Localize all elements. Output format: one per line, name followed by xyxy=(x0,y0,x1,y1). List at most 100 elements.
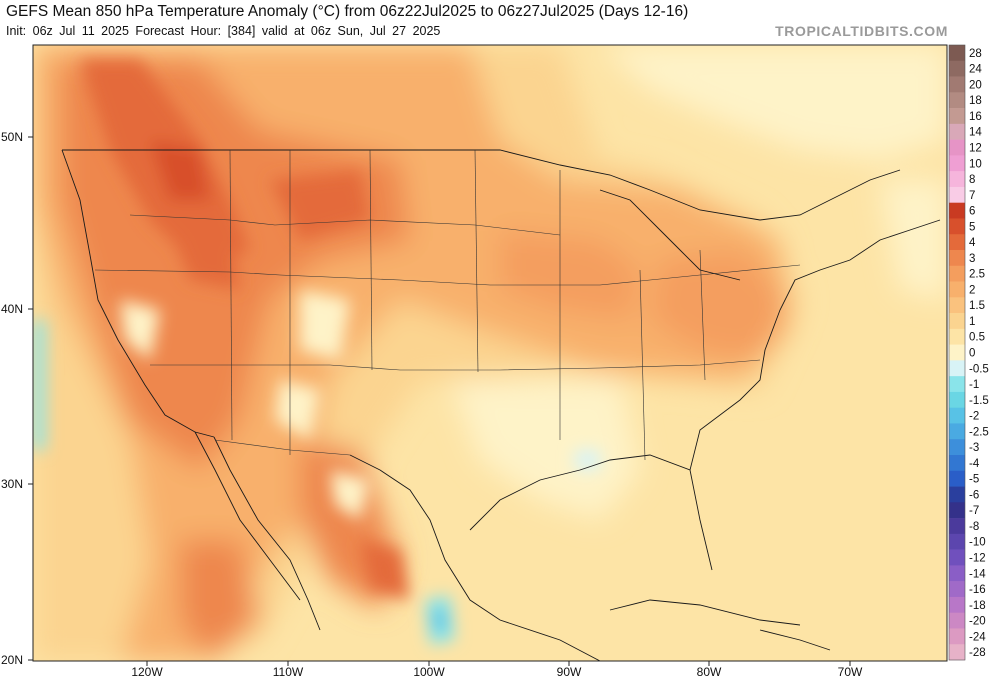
colorbar-swatch xyxy=(949,344,965,361)
colorbar-swatch xyxy=(949,108,965,125)
colorbar-swatch xyxy=(949,502,965,519)
lon-label-80w: 80W xyxy=(697,665,722,679)
colorbar-swatch xyxy=(949,376,965,393)
anomaly-fill xyxy=(33,45,947,661)
colorbar-swatch xyxy=(949,45,965,62)
map-frame xyxy=(32,44,948,662)
colorbar-label: -24 xyxy=(969,631,986,643)
colorbar-swatch xyxy=(949,581,965,598)
colorbar: 28 24 20 18 16 14 12 10 8 7 6 5 4 3 2.5 2 1.5 1 0.5 0 -0.5 -1… xyxy=(948,44,989,661)
colorbar-label: -2.5 xyxy=(969,426,989,438)
colorbar-swatch xyxy=(949,423,965,440)
colorbar-swatch xyxy=(949,202,965,219)
lon-label-70w: 70W xyxy=(838,665,863,679)
colorbar-label: 18 xyxy=(969,95,982,107)
colorbar-label: 1 xyxy=(969,316,975,328)
colorbar-label: -12 xyxy=(969,553,986,565)
colorbar-swatch xyxy=(949,250,965,267)
colorbar-swatch xyxy=(949,549,965,566)
colorbar-label: -1.5 xyxy=(969,395,989,407)
colorbar-label: 24 xyxy=(969,64,982,76)
colorbar-label: -10 xyxy=(969,537,986,549)
colorbar-label: 14 xyxy=(969,127,982,139)
colorbar-label: 12 xyxy=(969,143,982,155)
colorbar-label: -0.5 xyxy=(969,363,989,375)
colorbar-swatch xyxy=(949,596,965,613)
colorbar-label: -16 xyxy=(969,584,986,596)
colorbar-label: -14 xyxy=(969,568,986,580)
colorbar-swatch xyxy=(949,139,965,156)
lon-label-90w: 90W xyxy=(557,665,582,679)
colorbar-label: 7 xyxy=(969,190,975,202)
colorbar-swatch xyxy=(949,155,965,172)
map-subtitle: Init: 06z Jul 11 2025 Forecast Hour: [38… xyxy=(6,24,441,38)
colorbar-label: 6 xyxy=(969,206,975,218)
colorbar-label: 1.5 xyxy=(969,300,985,312)
site-brand: TROPICALTIDBITS.COM xyxy=(775,23,948,39)
coastlines xyxy=(61,149,941,661)
state-borders xyxy=(94,149,801,461)
colorbar-label: 10 xyxy=(969,158,982,170)
colorbar-label: -3 xyxy=(969,442,979,454)
colorbar-swatch xyxy=(949,123,965,140)
colorbar-swatch xyxy=(949,470,965,487)
colorbar-swatch xyxy=(949,60,965,77)
colorbar-label: -1 xyxy=(969,379,979,391)
colorbar-swatch xyxy=(949,439,965,456)
colorbar-swatch xyxy=(949,171,965,188)
lon-label-120w: 120W xyxy=(131,665,163,679)
colorbar-label: -8 xyxy=(969,521,979,533)
colorbar-swatch xyxy=(949,455,965,472)
colorbar-swatch xyxy=(949,518,965,535)
lat-label-50n: 50N xyxy=(1,130,23,144)
colorbar-swatch xyxy=(949,612,965,629)
colorbar-swatch xyxy=(949,218,965,235)
colorbar-swatch xyxy=(949,281,965,298)
colorbar-swatch xyxy=(949,360,965,377)
colorbar-swatch xyxy=(949,76,965,93)
lat-label-20n: 20N xyxy=(1,653,23,667)
colorbar-label: -2 xyxy=(969,411,979,423)
colorbar-swatch xyxy=(949,644,965,661)
colorbar-label: 0 xyxy=(969,348,975,360)
colorbar-label: 0.5 xyxy=(969,332,985,344)
colorbar-swatch xyxy=(949,486,965,503)
colorbar-label: -7 xyxy=(969,505,979,517)
colorbar-label: -28 xyxy=(969,647,986,659)
lon-label-100w: 100W xyxy=(413,665,445,679)
colorbar-swatch xyxy=(949,565,965,582)
colorbar-label: 2.5 xyxy=(969,269,985,281)
colorbar-label: 3 xyxy=(969,253,975,265)
colorbar-swatch xyxy=(949,265,965,282)
lon-label-110w: 110W xyxy=(273,665,304,679)
lat-label-30n: 30N xyxy=(1,477,23,491)
colorbar-swatch xyxy=(949,407,965,424)
latitude-labels: 50N 40N 30N 20N xyxy=(1,130,23,667)
colorbar-label: 4 xyxy=(969,237,976,249)
colorbar-label: -18 xyxy=(969,600,986,612)
colorbar-swatch xyxy=(949,297,965,314)
colorbar-swatch xyxy=(949,628,965,645)
colorbar-label: 5 xyxy=(969,221,975,233)
colorbar-label: 20 xyxy=(969,79,982,91)
longitude-labels: 120W 110W 100W 90W 80W 70W xyxy=(131,665,863,679)
colorbar-label: 28 xyxy=(969,48,982,60)
colorbar-label: -20 xyxy=(969,616,986,628)
colorbar-label: 16 xyxy=(969,111,982,123)
axis-ticks xyxy=(28,136,851,666)
lat-label-40n: 40N xyxy=(1,302,23,316)
colorbar-label: -5 xyxy=(969,474,979,486)
colorbar-label: 2 xyxy=(969,284,975,296)
colorbar-swatch xyxy=(949,186,965,203)
colorbar-frame xyxy=(948,44,966,661)
colorbar-swatch xyxy=(949,391,965,408)
colorbar-swatch xyxy=(949,234,965,251)
colorbar-label: -6 xyxy=(969,489,979,501)
colorbar-label: 8 xyxy=(969,174,975,186)
colorbar-swatch xyxy=(949,313,965,330)
colorbar-swatch xyxy=(949,533,965,550)
colorbar-swatch xyxy=(949,328,965,345)
colorbar-swatch xyxy=(949,92,965,109)
colorbar-label: -4 xyxy=(969,458,980,470)
